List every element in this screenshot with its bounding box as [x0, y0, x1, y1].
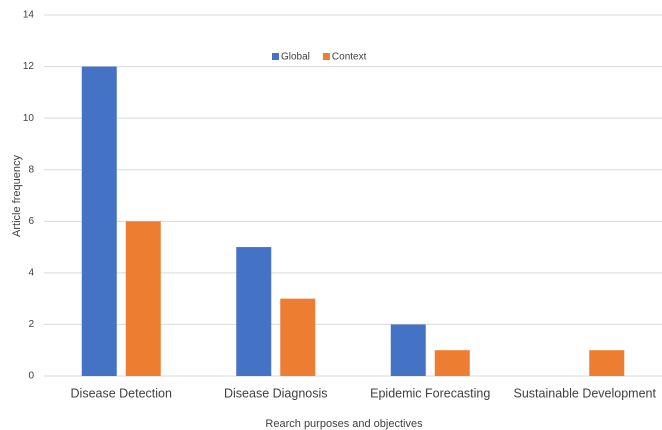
bar — [280, 298, 316, 376]
legend-swatch — [322, 53, 330, 60]
x-tick-label: Disease Detection — [71, 386, 172, 400]
y-tick-label: 8 — [28, 164, 34, 175]
bar — [236, 247, 272, 376]
bar — [589, 350, 625, 376]
y-tick-label: 14 — [23, 10, 35, 21]
legend-swatch — [272, 53, 279, 60]
bar — [125, 221, 161, 376]
y-tick-label: 6 — [28, 216, 34, 227]
y-tick-label: 10 — [23, 113, 35, 124]
x-tick-label: Disease Diagnosis — [224, 386, 328, 400]
bar — [390, 324, 426, 376]
y-tick-label: 4 — [28, 267, 34, 278]
y-tick-label: 12 — [23, 61, 35, 72]
bar — [81, 66, 117, 377]
legend-label: Context — [332, 52, 367, 63]
y-axis-title: Article frequency — [11, 155, 23, 237]
x-tick-label: Epidemic Forecasting — [370, 386, 490, 400]
y-tick-label: 0 — [28, 371, 34, 382]
y-tick-label: 2 — [28, 319, 34, 330]
x-tick-label: Sustainable Development — [514, 386, 657, 400]
legend-label: Global — [281, 52, 310, 63]
bar — [434, 350, 470, 376]
x-axis-title: Rearch purposes and objectives — [265, 418, 423, 430]
